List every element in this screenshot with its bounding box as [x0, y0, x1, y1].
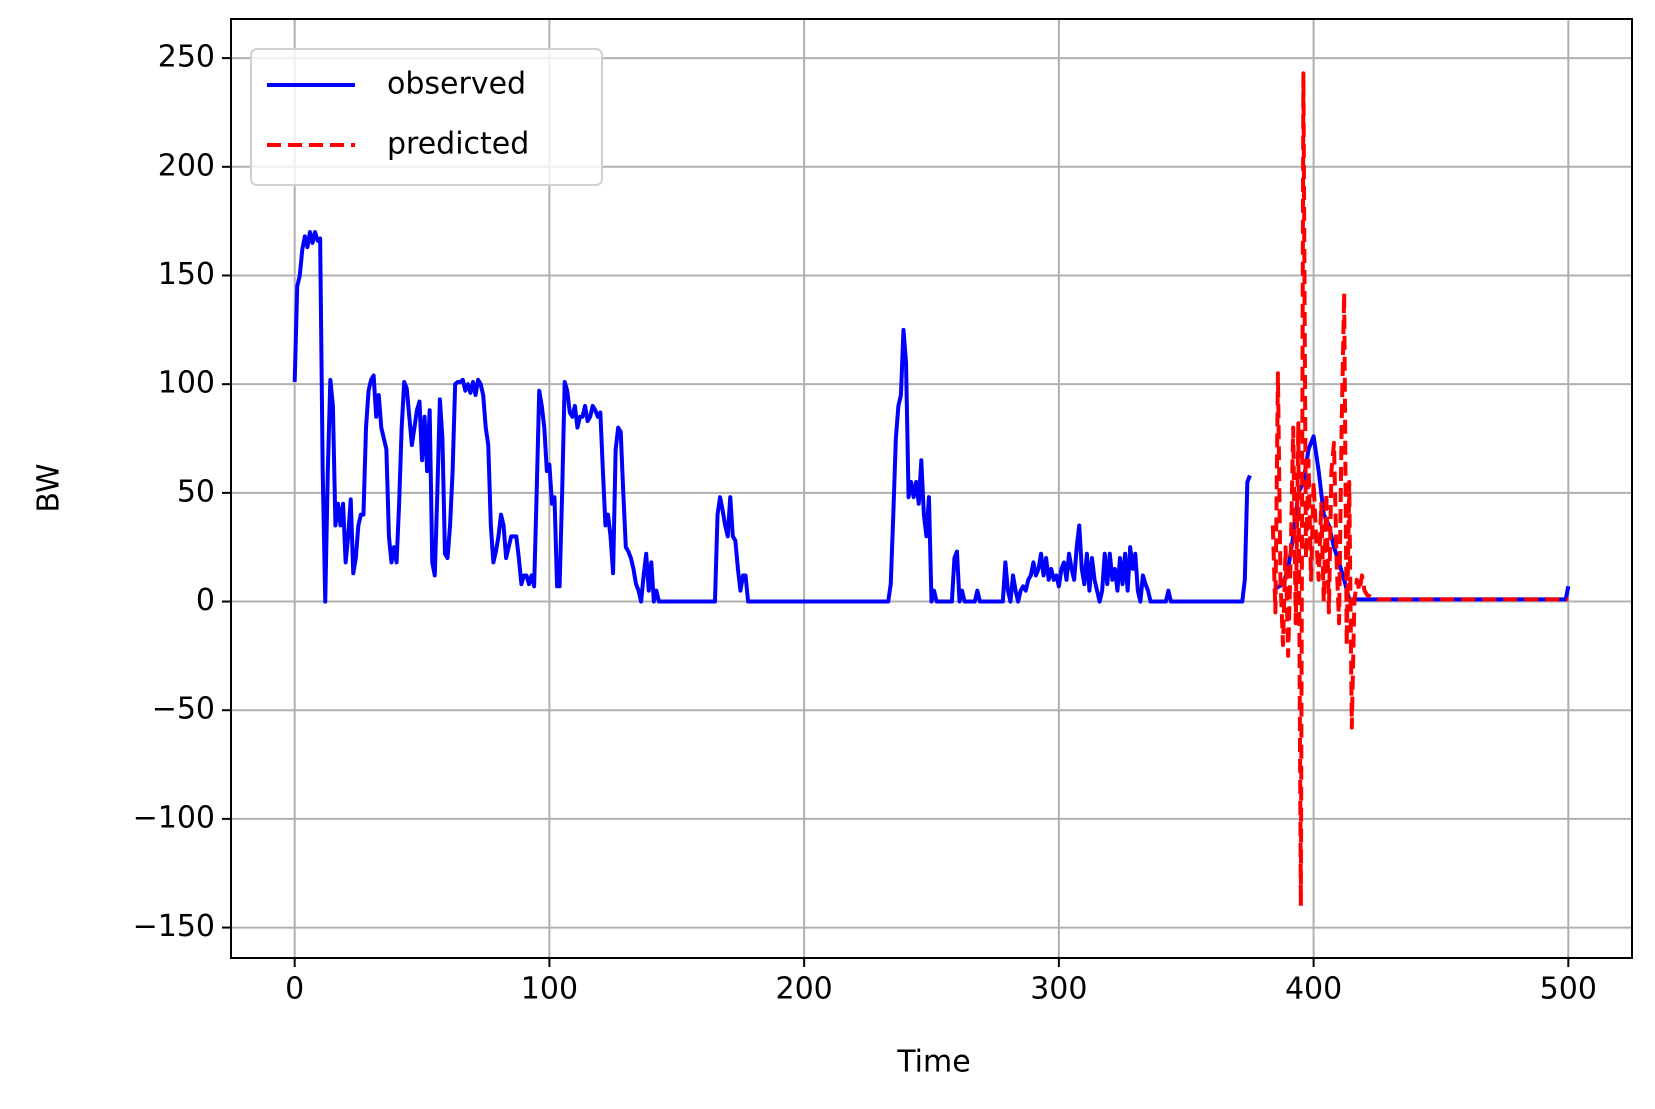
y-tick-label: 50	[177, 474, 215, 509]
x-tick-label: 400	[1285, 972, 1342, 1007]
plot-lines	[292, 71, 1571, 908]
legend: observed predicted	[250, 48, 603, 186]
data-line	[1270, 71, 1569, 908]
y-tick-label: 0	[196, 583, 215, 618]
y-tick-label: 250	[158, 40, 215, 75]
plot-frame	[230, 18, 1633, 959]
y-tick-label: −150	[133, 909, 215, 944]
x-axis-label: Time	[896, 1045, 970, 1080]
legend-label: observed	[387, 67, 526, 102]
x-tick-label: 200	[776, 972, 833, 1007]
x-tick-label: 0	[285, 972, 304, 1007]
y-tick-label: −50	[152, 692, 215, 727]
y-tick-label: 150	[158, 257, 215, 292]
y-axis-label: BW	[32, 463, 67, 512]
x-tick-label: 100	[521, 972, 578, 1007]
y-tick-label: −100	[133, 800, 215, 835]
y-tick-label: 200	[158, 148, 215, 183]
y-tick-label: 100	[158, 366, 215, 401]
x-tick-label: 500	[1540, 972, 1597, 1007]
x-tick-label: 300	[1030, 972, 1087, 1007]
legend-label: predicted	[387, 127, 529, 162]
